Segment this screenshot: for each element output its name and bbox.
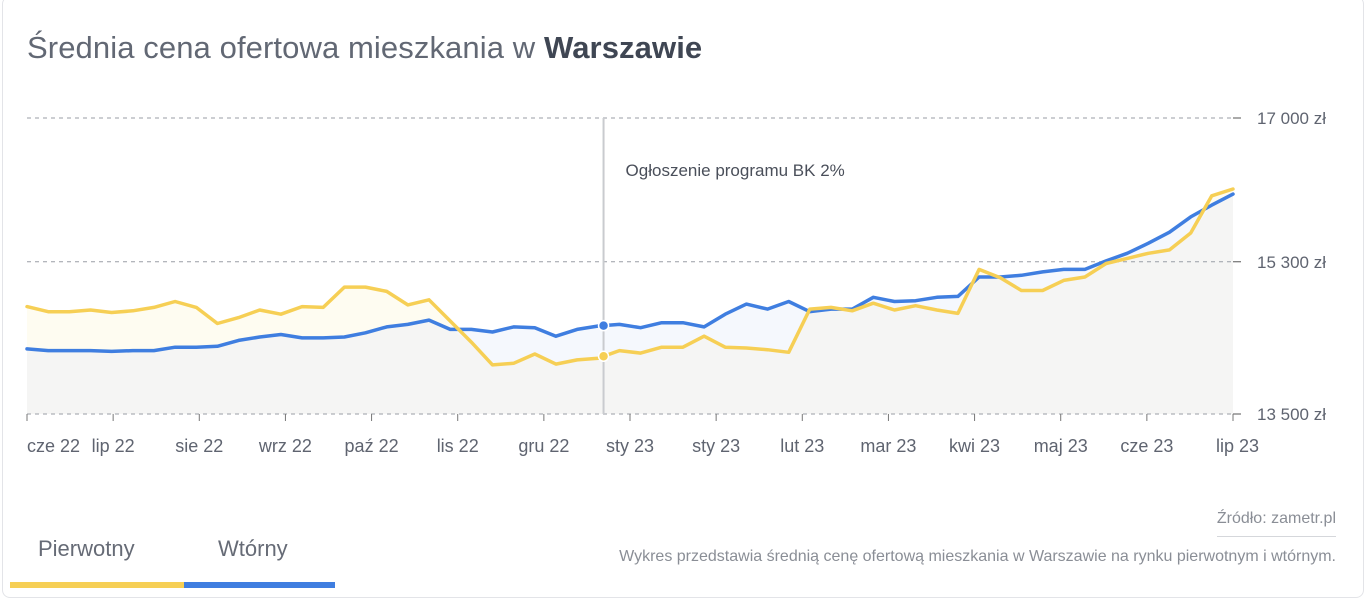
x-tick-label: kwi 23 <box>949 436 1000 456</box>
x-tick-label: sie 22 <box>175 436 223 456</box>
x-tick-label: lis 22 <box>437 436 479 456</box>
x-tick-label: lip 22 <box>92 436 135 456</box>
x-tick-label: paź 22 <box>345 436 399 456</box>
tab-wtorny[interactable]: Wtórny <box>184 530 335 588</box>
title-prefix: Średnia cena ofertowa mieszkania w <box>27 30 536 65</box>
line-chart: Ogłoszenie programu BK 2% cze 22 lip 22 si… <box>25 109 1326 456</box>
tab-wtorny-indicator <box>184 582 335 588</box>
x-tick-label: lip 23 <box>1216 436 1259 456</box>
x-tick-label: cze 22 <box>27 436 80 456</box>
x-tick-label: mar 23 <box>860 436 916 456</box>
source-link[interactable]: Źródło: zametr.pl <box>1216 510 1336 537</box>
x-tick-label: sty 23 <box>606 436 654 456</box>
tab-wtorny-label: Wtórny <box>218 536 288 561</box>
x-tick-label: lut 23 <box>780 436 824 456</box>
tab-pierwotny-indicator <box>10 582 184 588</box>
area-base <box>27 194 1233 414</box>
event-annotation: Ogłoszenie programu BK 2% <box>626 161 845 180</box>
y-tick-label: 15 300 zł <box>1257 253 1326 272</box>
y-tick-label: 13 500 zł <box>1257 405 1326 424</box>
series-line-pierwotny <box>25 187 1235 367</box>
x-tick-label: gru 22 <box>518 436 569 456</box>
tab-pierwotny-label: Pierwotny <box>38 536 135 561</box>
series-line-wtórny <box>25 192 1235 354</box>
x-tick-label: wrz 22 <box>258 436 312 456</box>
event-marker-pierwotny <box>597 350 610 363</box>
title-city: Warszawie <box>544 30 703 65</box>
chart-title: Średnia cena ofertowa mieszkania w Warsz… <box>27 30 702 66</box>
y-tick-label: 17 000 zł <box>1257 109 1326 128</box>
x-tick-label: sty 23 <box>692 436 740 456</box>
x-tick-label: cze 23 <box>1120 436 1173 456</box>
tab-pierwotny[interactable]: Pierwotny <box>10 530 184 588</box>
event-marker-wtórny <box>597 319 610 332</box>
chart-description: Wykres przedstawia średnią cenę ofertową… <box>619 548 1336 565</box>
x-tick-label: maj 23 <box>1034 436 1088 456</box>
